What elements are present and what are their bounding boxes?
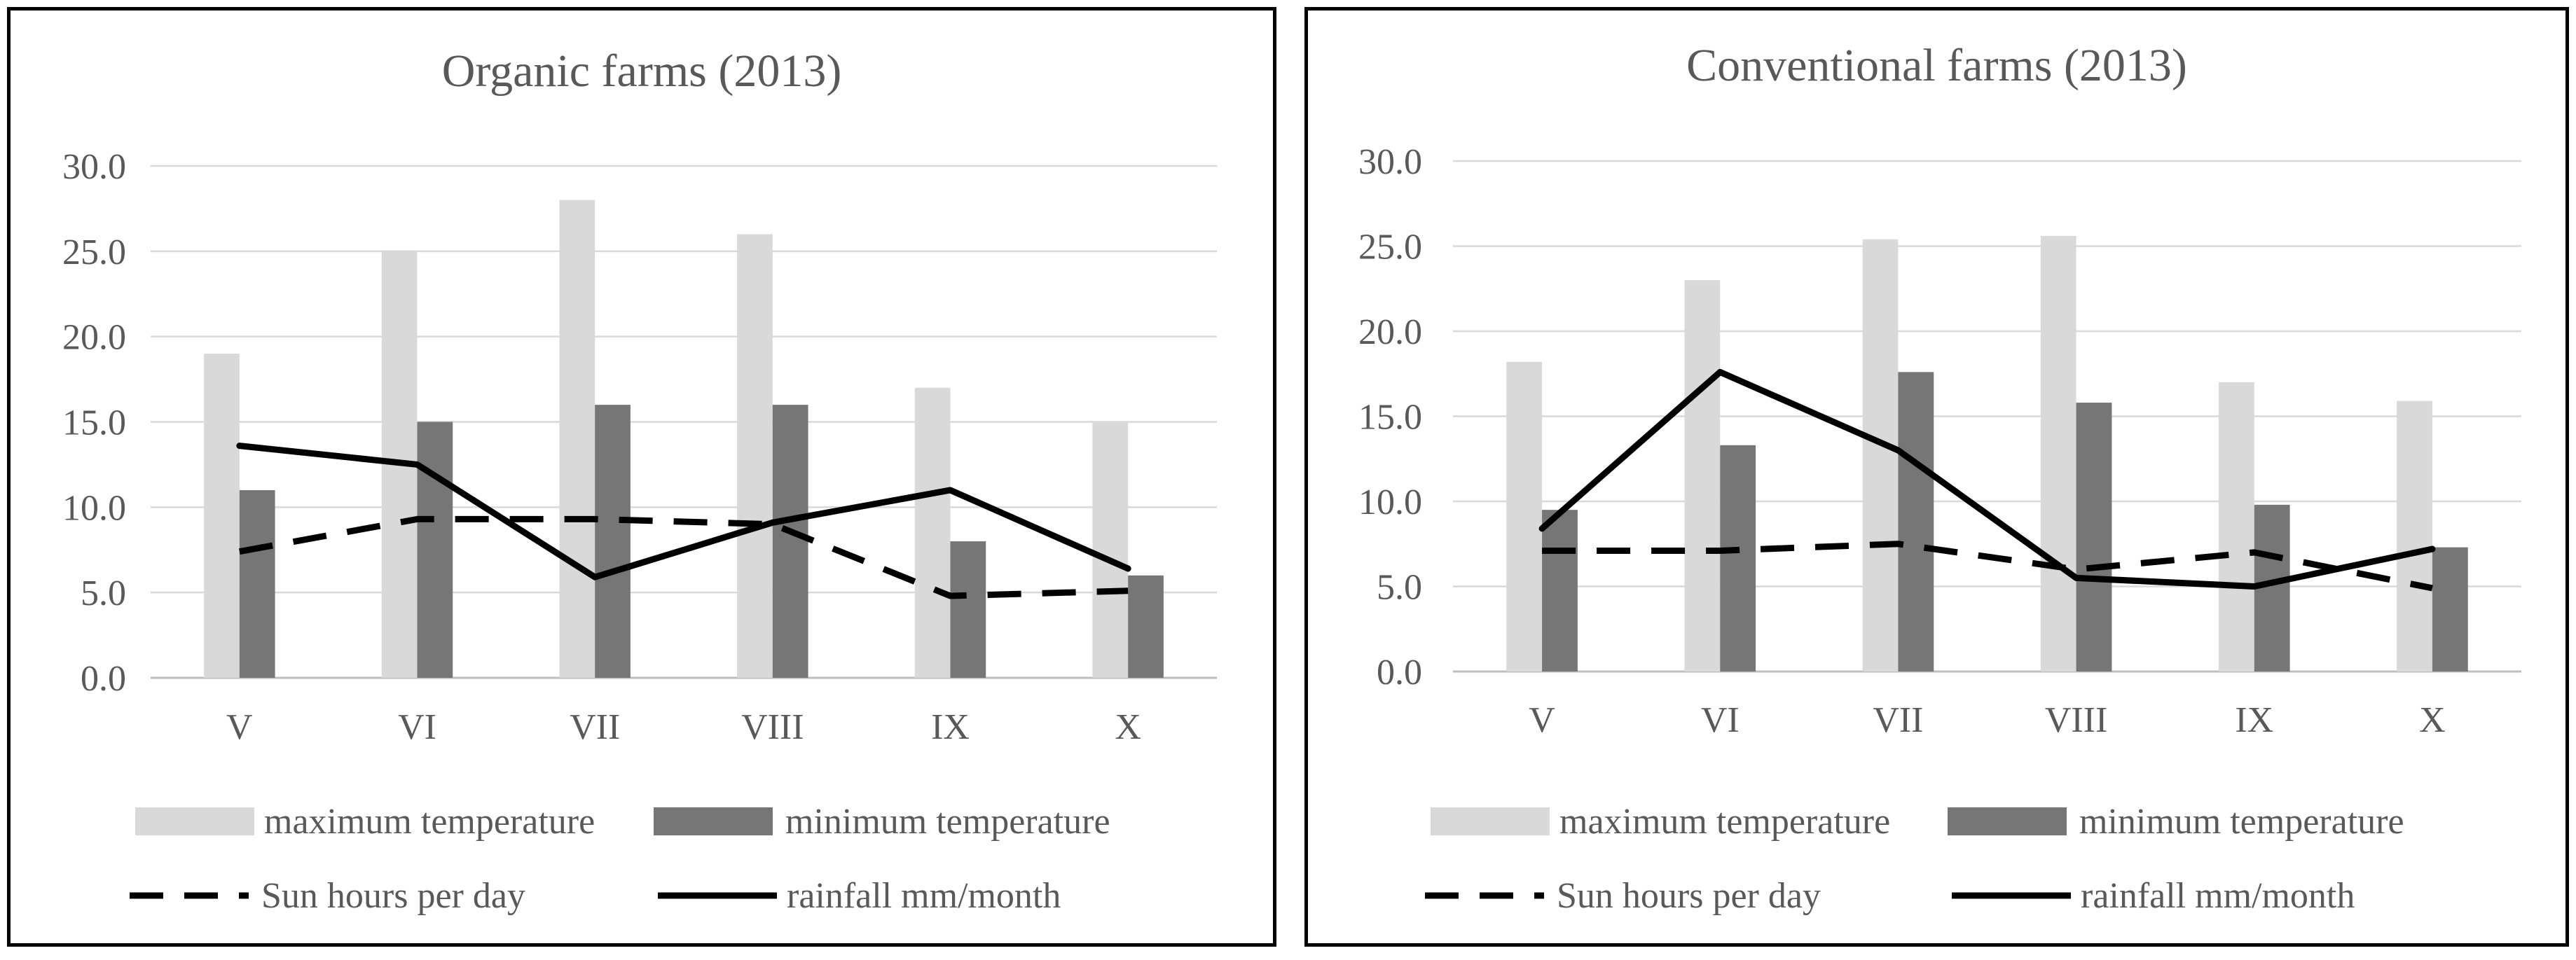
- legend-entry-maximum-temperature: maximum temperature: [135, 802, 595, 842]
- bar-minimum-temperature-v: [239, 489, 275, 678]
- y-tick-label-30-0: 30.0: [62, 147, 126, 187]
- chart-conventional-farms-svg: Conventional farms (2013) 0.0 5.0 10.0 15.0 2…: [1358, 40, 2521, 916]
- legend-swatch-minimum-temperature: [654, 807, 773, 835]
- legend-label-sun-hours-per-day: Sun hours per day: [1557, 876, 1821, 916]
- y-axis-ticks: 0.0 5.0 10.0 15.0 20.0 25.0 30.0: [62, 147, 126, 699]
- chart-conventional-farms: Conventional farms (2013) 0.0 5.0 10.0 15.0 2…: [1304, 7, 2569, 947]
- legend-entry-sun-hours-per-day: Sun hours per day: [1425, 876, 1821, 916]
- bar-minimum-temperature-ix: [950, 541, 986, 678]
- x-tick-label-v: V: [226, 707, 253, 747]
- line-rainfall-mm-month: [236, 443, 1131, 580]
- bars-maximum-temperature: [1506, 235, 2432, 672]
- bar-maximum-temperature-x: [1092, 422, 1129, 678]
- legend-swatch-maximum-temperature: [135, 807, 254, 835]
- bar-maximum-temperature-vi: [1684, 280, 1721, 672]
- legend-label-maximum-temperature: maximum temperature: [264, 802, 595, 842]
- legend-entry-sun-hours-per-day: Sun hours per day: [130, 876, 525, 916]
- legend-entry-maximum-temperature: maximum temperature: [1431, 802, 1890, 842]
- legend-swatch-minimum-temperature: [1948, 807, 2067, 835]
- legend-swatch-maximum-temperature: [1431, 807, 1550, 835]
- bar-maximum-temperature-vii: [1862, 239, 1899, 672]
- bars-minimum-temperature: [1542, 372, 2468, 672]
- y-tick-label-20-0: 20.0: [1358, 312, 1422, 352]
- bar-minimum-temperature-v: [1542, 510, 1578, 672]
- legend-label-rainfall-mm-month: rainfall mm/month: [787, 876, 1061, 916]
- x-tick-label-vii: VII: [570, 707, 620, 747]
- bars-minimum-temperature: [239, 405, 1164, 678]
- bar-minimum-temperature-vi: [1720, 445, 1756, 672]
- y-tick-label-30-0: 30.0: [1358, 142, 1422, 182]
- x-tick-label-ix: IX: [931, 707, 970, 747]
- bar-minimum-temperature-x: [2432, 547, 2468, 672]
- bar-maximum-temperature-ix: [914, 387, 951, 678]
- x-axis-ticks: V VI VII VIII IX X: [226, 707, 1141, 747]
- x-tick-label-x: X: [1115, 707, 1141, 747]
- y-tick-label-15-0: 15.0: [62, 403, 126, 443]
- y-tick-label-25-0: 25.0: [1358, 228, 1422, 267]
- line-rainfall-mm-month: [1538, 368, 2436, 590]
- y-axis-ticks: 0.0 5.0 10.0 15.0 20.0 25.0 30.0: [1358, 142, 1422, 693]
- x-tick-label-viii: VIII: [741, 707, 804, 747]
- y-tick-label-0-0: 0.0: [1377, 653, 1422, 693]
- chart-organic-farms-svg: Organic farms (2013) 0.0 5.0 10.0 15.0 20.0 25…: [62, 46, 1217, 916]
- x-tick-label-v: V: [1529, 700, 1555, 740]
- bar-minimum-temperature-x: [1128, 575, 1164, 678]
- chart-title: Conventional farms (2013): [1686, 40, 2187, 91]
- legend-entry-rainfall-mm-month: rainfall mm/month: [658, 876, 1061, 916]
- y-tick-label-10-0: 10.0: [62, 488, 126, 528]
- bar-minimum-temperature-vii: [595, 405, 631, 678]
- bar-maximum-temperature-v: [204, 354, 240, 678]
- bars-maximum-temperature: [204, 200, 1129, 678]
- x-axis-ticks: V VI VII VIII IX X: [1529, 700, 2445, 740]
- legend-entry-minimum-temperature: minimum temperature: [1948, 802, 2404, 842]
- legend-entry-minimum-temperature: minimum temperature: [654, 802, 1110, 842]
- x-tick-label-viii: VIII: [2045, 700, 2108, 740]
- bar-minimum-temperature-viii: [2076, 403, 2112, 672]
- y-tick-label-5-0: 5.0: [81, 573, 126, 613]
- bar-maximum-temperature-viii: [737, 234, 773, 678]
- legend-label-minimum-temperature: minimum temperature: [2079, 802, 2404, 842]
- x-tick-label-x: X: [2419, 700, 2446, 740]
- y-tick-label-25-0: 25.0: [62, 232, 126, 272]
- bar-minimum-temperature-vii: [1898, 372, 1934, 672]
- bar-maximum-temperature-v: [1506, 361, 1543, 672]
- bar-maximum-temperature-viii: [2040, 235, 2076, 672]
- bar-maximum-temperature-vii: [559, 200, 595, 678]
- legend-label-rainfall-mm-month: rainfall mm/month: [2081, 876, 2355, 916]
- line-sun-hours-per-day: [239, 515, 1129, 599]
- x-tick-label-vii: VII: [1873, 700, 1923, 740]
- line-sun-hours-per-day: [1542, 541, 2433, 592]
- y-tick-label-15-0: 15.0: [1358, 398, 1422, 438]
- bar-minimum-temperature-vi: [417, 422, 453, 678]
- bar-maximum-temperature-x: [2397, 401, 2432, 672]
- legend: maximum temperature minimum temperature Su…: [130, 802, 1110, 916]
- chart-title: Organic farms (2013): [442, 46, 842, 97]
- gridlines: [151, 165, 1217, 679]
- y-tick-label-5-0: 5.0: [1377, 568, 1422, 608]
- legend: maximum temperature minimum temperature Su…: [1425, 802, 2404, 916]
- y-tick-label-20-0: 20.0: [62, 318, 126, 358]
- legend-label-sun-hours-per-day: Sun hours per day: [261, 876, 525, 916]
- legend-label-maximum-temperature: maximum temperature: [1559, 802, 1890, 842]
- y-tick-label-10-0: 10.0: [1358, 482, 1422, 522]
- bar-minimum-temperature-viii: [772, 405, 808, 678]
- bar-maximum-temperature-ix: [2218, 382, 2254, 672]
- chart-organic-farms: Organic farms (2013) 0.0 5.0 10.0 15.0 20.0 25…: [7, 7, 1276, 947]
- legend-label-minimum-temperature: minimum temperature: [785, 802, 1110, 842]
- x-tick-label-vi: VI: [1701, 700, 1740, 740]
- legend-entry-rainfall-mm-month: rainfall mm/month: [1952, 876, 2355, 916]
- x-tick-label-vi: VI: [398, 707, 436, 747]
- x-tick-label-ix: IX: [2235, 700, 2273, 740]
- y-tick-label-0-0: 0.0: [81, 659, 126, 699]
- gridlines: [1453, 160, 2521, 673]
